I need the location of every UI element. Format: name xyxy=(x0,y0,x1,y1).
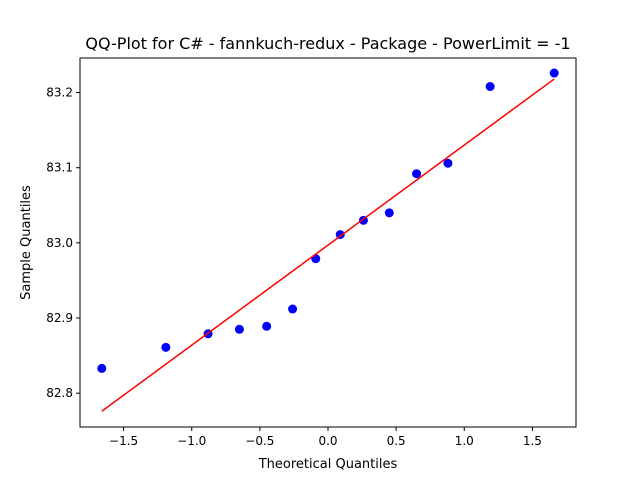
y-tick-label: 83.2 xyxy=(46,86,73,100)
x-tick-label: 1.0 xyxy=(455,434,474,448)
data-point-13 xyxy=(485,82,495,92)
data-point-14 xyxy=(549,68,559,78)
y-tick-label: 82.9 xyxy=(46,311,73,325)
data-point-4 xyxy=(234,324,244,334)
data-point-1 xyxy=(97,363,107,373)
x-tick-label: −1.5 xyxy=(109,434,138,448)
data-point-12 xyxy=(443,158,453,168)
y-axis-label: Sample Quantiles xyxy=(19,185,34,300)
y-tick-label: 83.0 xyxy=(46,236,73,250)
x-tick-label: −1.0 xyxy=(177,434,206,448)
x-tick-label: 1.5 xyxy=(523,434,542,448)
x-tick-label: −0.5 xyxy=(245,434,274,448)
x-axis-label: Theoretical Quantiles xyxy=(258,457,398,472)
data-point-11 xyxy=(412,169,422,179)
x-axis-ticks: −1.5 −1.0 −0.5 0.0 0.5 1.0 1.5 xyxy=(109,427,542,448)
data-point-5 xyxy=(262,321,272,331)
data-point-10 xyxy=(384,208,394,218)
data-point-7 xyxy=(311,254,321,264)
y-axis-ticks: 82.8 82.9 83.0 83.1 83.2 xyxy=(46,86,80,400)
chart-title: QQ-Plot for C# - fannkuch-redux - Packag… xyxy=(85,34,570,53)
data-point-2 xyxy=(161,342,171,352)
y-tick-label: 83.1 xyxy=(46,161,73,175)
axes-frame xyxy=(79,57,577,428)
plot-area xyxy=(97,68,559,412)
data-point-6 xyxy=(288,304,298,314)
reference-line xyxy=(101,78,555,412)
x-tick-label: 0.5 xyxy=(387,434,406,448)
x-tick-label: 0.0 xyxy=(318,434,337,448)
y-tick-label: 82.8 xyxy=(46,386,73,400)
